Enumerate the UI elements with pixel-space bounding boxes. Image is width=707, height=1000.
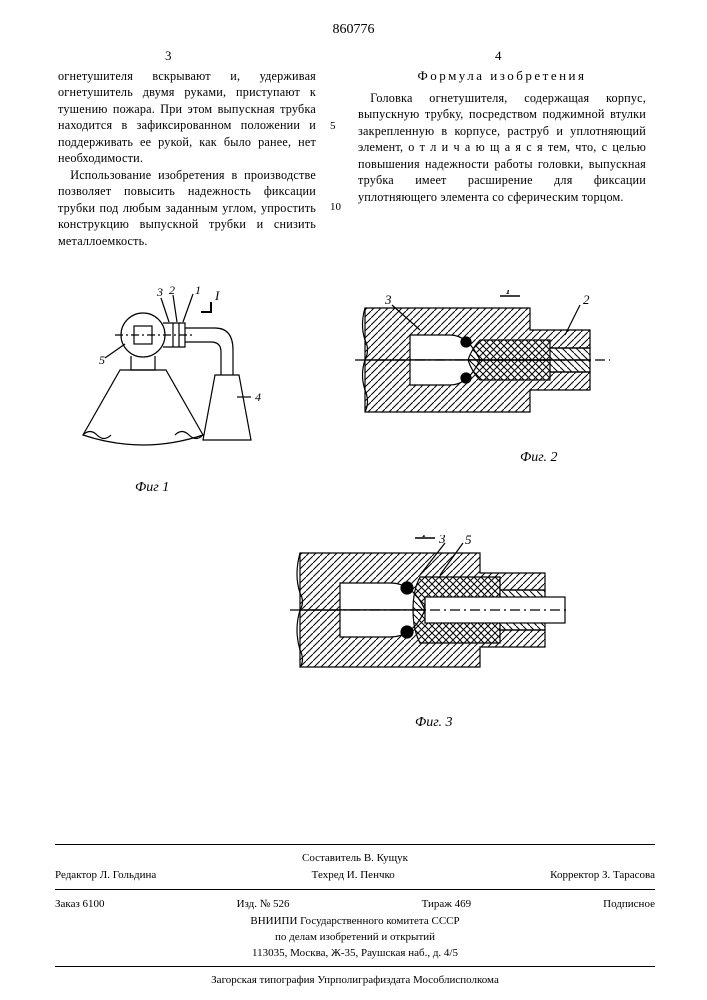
svg-text:5: 5 (465, 535, 472, 547)
left-p1: огнетушителя вскрывают и, удерживая огне… (58, 69, 316, 165)
page-number-left: 3 (165, 48, 172, 64)
svg-text:4: 4 (255, 390, 261, 404)
svg-text:1: 1 (195, 283, 201, 297)
left-column: огнетушителя вскрывают и, удерживая огне… (58, 68, 316, 249)
figures-area: 3 2 1 5 4 I Фиг 1 (50, 280, 660, 790)
figure-3: 3 5 I (285, 535, 575, 715)
footer-org2: по делам изобретений и открытий (55, 929, 655, 945)
figure-1: 3 2 1 5 4 I (65, 280, 295, 490)
page-number-right: 4 (495, 48, 502, 64)
footer-izd: Изд. № 526 (237, 898, 290, 910)
footer-order: Заказ 6100 (55, 898, 105, 910)
footer-print: Загорская типография Упрполиграфиздата М… (55, 972, 655, 1000)
fig1-label: Фиг 1 (135, 480, 169, 496)
svg-text:3: 3 (156, 285, 163, 299)
svg-text:I: I (421, 535, 427, 540)
footer-addr: 113035, Москва, Ж-35, Раушская наб., д. … (55, 945, 655, 961)
left-p2: Использование изобретения в производ­ств… (58, 168, 316, 248)
svg-text:5: 5 (99, 353, 105, 367)
patent-number: 860776 (0, 22, 707, 38)
figure-2: 3 2 I (350, 290, 620, 460)
footer-corrector: Корректор З. Тарасова (550, 869, 655, 881)
footer-editor: Редактор Л. Гольдина (55, 869, 156, 881)
svg-text:I: I (505, 290, 511, 297)
svg-text:3: 3 (438, 535, 446, 546)
footer: Составитель В. Кущук Редактор Л. Гольдин… (55, 839, 655, 1000)
line-num-5: 5 (330, 120, 336, 132)
formula-title: Формула изобретения (358, 68, 646, 84)
svg-text:I: I (214, 288, 220, 303)
svg-text:2: 2 (169, 283, 175, 297)
footer-org1: ВНИИПИ Государственного комитета СССР (55, 913, 655, 929)
footer-tirazh: Тираж 469 (422, 898, 472, 910)
fig3-label: Фиг. 3 (415, 715, 453, 731)
svg-text:3: 3 (384, 292, 392, 307)
right-body: Головка огнетушителя, содержащая корпус,… (358, 91, 646, 204)
footer-compiler: Составитель В. Кущук (55, 850, 655, 866)
footer-techred: Техред И. Пенчко (312, 869, 395, 881)
right-column: Головка огнетушителя, содержащая корпус,… (358, 90, 646, 205)
svg-text:2: 2 (583, 292, 590, 307)
line-num-10: 10 (330, 201, 341, 213)
fig2-label: Фиг. 2 (520, 450, 558, 466)
footer-sub: Подписное (603, 898, 655, 910)
